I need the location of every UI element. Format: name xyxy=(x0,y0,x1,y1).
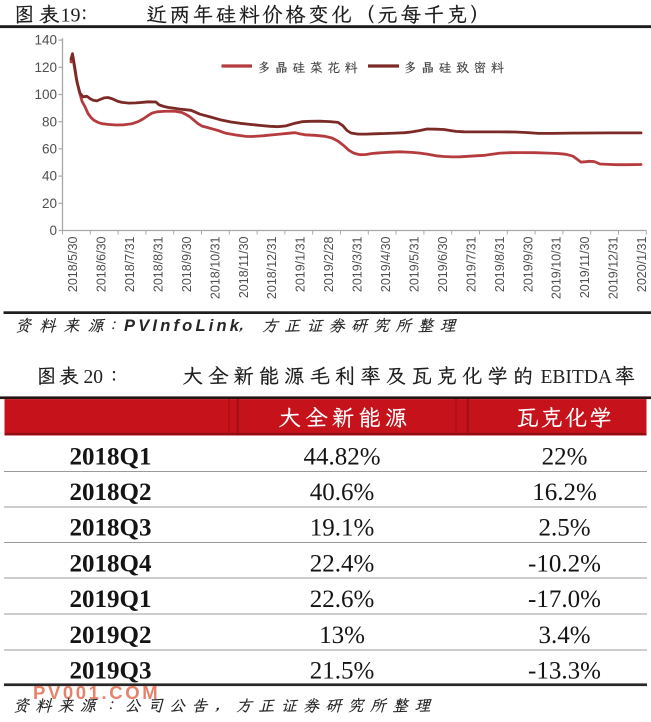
svg-text:PVInfoLink: PVInfoLink xyxy=(124,317,242,335)
svg-text:2018/11/30: 2018/11/30 xyxy=(237,236,251,298)
svg-text:19.1%: 19.1% xyxy=(310,515,375,542)
svg-text:2019/6/30: 2019/6/30 xyxy=(436,236,450,292)
svg-text:80: 80 xyxy=(42,114,57,129)
svg-text:13%: 13% xyxy=(319,622,365,649)
svg-text:120: 120 xyxy=(34,60,57,75)
svg-text:2019/3/31: 2019/3/31 xyxy=(351,236,365,292)
svg-text:2019/10/31: 2019/10/31 xyxy=(550,236,564,299)
svg-text:40: 40 xyxy=(42,169,57,184)
svg-text:-13.3%: -13.3% xyxy=(528,658,601,685)
svg-text:22.6%: 22.6% xyxy=(310,586,375,613)
svg-text:20: 20 xyxy=(84,367,104,388)
svg-text:2019/12/31: 2019/12/31 xyxy=(607,236,621,299)
svg-text:2019/4/30: 2019/4/30 xyxy=(379,236,393,292)
svg-text:2018Q3: 2018Q3 xyxy=(70,515,152,542)
svg-text:2019Q3: 2019Q3 xyxy=(70,658,152,685)
svg-text:44.82%: 44.82% xyxy=(303,443,380,470)
svg-text:2019/2/28: 2019/2/28 xyxy=(322,236,336,292)
svg-text:2018/12/31: 2018/12/31 xyxy=(265,236,279,299)
svg-text:140: 140 xyxy=(34,33,57,48)
svg-text:22%: 22% xyxy=(542,443,588,470)
svg-text:-10.2%: -10.2% xyxy=(528,550,601,577)
svg-text:2018Q2: 2018Q2 xyxy=(70,479,152,506)
svg-text:2020/1/31: 2020/1/31 xyxy=(635,236,649,292)
svg-text:2019/5/31: 2019/5/31 xyxy=(408,236,422,292)
svg-text:2018/9/30: 2018/9/30 xyxy=(180,236,194,292)
svg-text:2019/8/31: 2019/8/31 xyxy=(493,236,507,292)
svg-text:2019Q1: 2019Q1 xyxy=(70,586,152,613)
svg-text:20: 20 xyxy=(42,196,57,211)
svg-text:2018Q4: 2018Q4 xyxy=(70,550,152,577)
svg-text:2018/6/30: 2018/6/30 xyxy=(95,236,109,292)
svg-text:2018/7/31: 2018/7/31 xyxy=(123,236,137,292)
svg-text:2018/10/31: 2018/10/31 xyxy=(208,236,222,299)
svg-text:0: 0 xyxy=(49,223,57,238)
svg-text:40.6%: 40.6% xyxy=(310,479,375,506)
svg-text:2019/7/31: 2019/7/31 xyxy=(464,236,478,292)
svg-text:PV001.COM: PV001.COM xyxy=(33,682,160,703)
svg-text:2018Q1: 2018Q1 xyxy=(70,443,152,470)
svg-text:3.4%: 3.4% xyxy=(538,622,590,649)
svg-text:2018/8/31: 2018/8/31 xyxy=(151,236,165,292)
svg-text:21.5%: 21.5% xyxy=(310,658,375,685)
svg-text:16.2%: 16.2% xyxy=(532,479,597,506)
svg-text:22.4%: 22.4% xyxy=(310,550,375,577)
svg-text:2019Q2: 2019Q2 xyxy=(70,622,152,649)
svg-text:2.5%: 2.5% xyxy=(538,515,590,542)
svg-text:2019/11/30: 2019/11/30 xyxy=(578,236,592,298)
svg-text:60: 60 xyxy=(42,142,57,157)
svg-text:100: 100 xyxy=(34,87,57,102)
svg-text:19: 19 xyxy=(61,5,81,27)
svg-text:2019/9/30: 2019/9/30 xyxy=(521,236,535,292)
svg-text:2019/1/31: 2019/1/31 xyxy=(294,236,308,292)
svg-text:EBITDA: EBITDA xyxy=(541,367,613,388)
svg-text:2018/5/30: 2018/5/30 xyxy=(66,236,80,292)
svg-text:-17.0%: -17.0% xyxy=(528,586,601,613)
